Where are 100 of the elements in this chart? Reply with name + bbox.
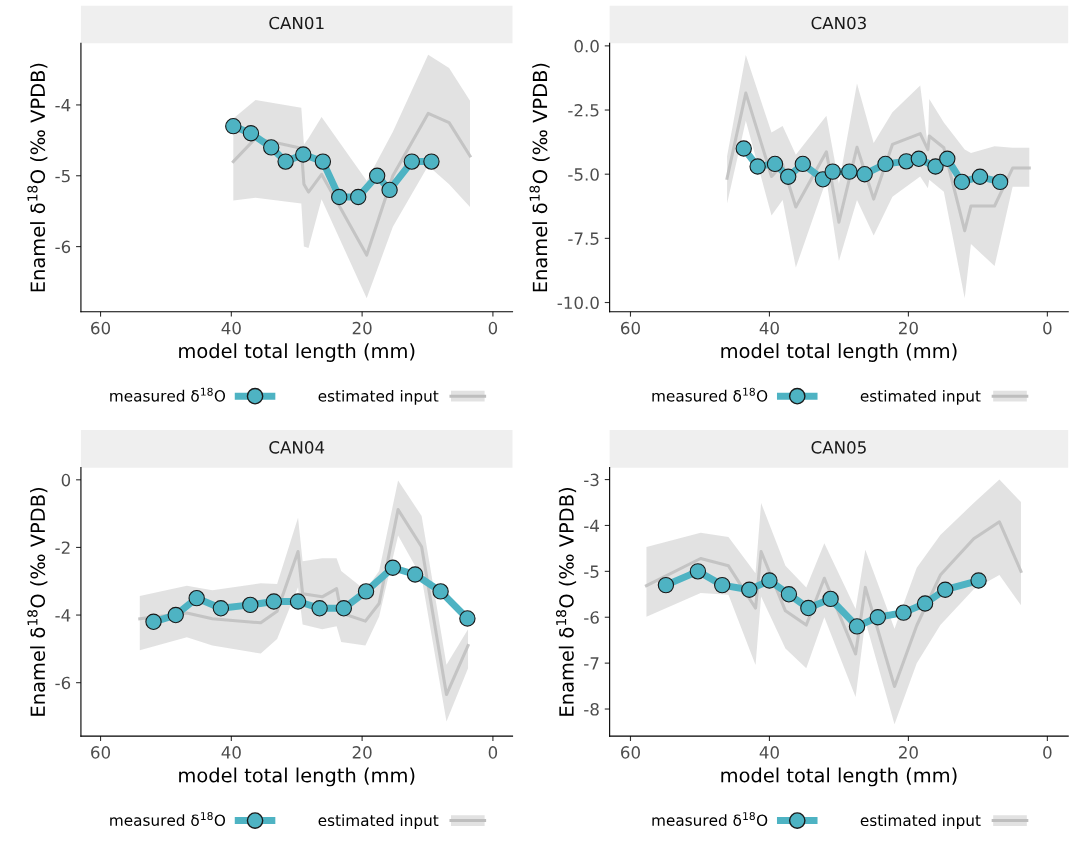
line-series bbox=[231, 111, 472, 257]
point bbox=[824, 163, 841, 180]
x-tick-label: 40 bbox=[759, 746, 779, 759]
point bbox=[800, 599, 817, 617]
point bbox=[188, 589, 205, 607]
point bbox=[167, 606, 184, 624]
x-tick-label: 60 bbox=[621, 746, 640, 759]
y-tick-label: -4 bbox=[55, 99, 71, 112]
point bbox=[212, 600, 230, 617]
point bbox=[432, 583, 449, 600]
x-tick-label: 40 bbox=[221, 746, 241, 759]
point bbox=[780, 168, 797, 185]
point bbox=[971, 168, 989, 185]
x-tick-label: 0 bbox=[1043, 746, 1052, 759]
point bbox=[848, 618, 866, 635]
legend-label: measured δ$^{18}$O bbox=[110, 387, 226, 402]
y-axis-title: Enamel δ$^{18}$O (‰ VPDB) bbox=[27, 63, 48, 292]
point bbox=[357, 583, 375, 600]
point bbox=[939, 150, 956, 167]
point bbox=[242, 125, 260, 142]
x-tick-label: 20 bbox=[899, 746, 918, 759]
x-tick-label: 40 bbox=[759, 321, 779, 335]
y-tick-label: -3 bbox=[584, 473, 599, 487]
y-tick-label: -6 bbox=[55, 676, 71, 690]
x-axis-title: model total length (mm) bbox=[179, 767, 415, 787]
point bbox=[794, 155, 811, 173]
y-tick-label: -2 bbox=[55, 541, 70, 554]
point bbox=[403, 153, 421, 170]
legend-label: estimated input bbox=[318, 814, 439, 830]
point bbox=[937, 581, 954, 598]
legend-label: estimated input bbox=[860, 389, 981, 405]
y-tick-label: -2.5 bbox=[568, 103, 599, 117]
point bbox=[714, 576, 731, 594]
x-tick-label: 0 bbox=[488, 746, 498, 759]
point bbox=[263, 139, 280, 156]
point bbox=[277, 153, 294, 170]
line-series bbox=[725, 91, 1031, 233]
point bbox=[384, 559, 402, 576]
point bbox=[927, 158, 944, 175]
y-axis-title: Enamel δ$^{18}$O (‰ VPDB) bbox=[529, 63, 550, 292]
point bbox=[741, 581, 758, 598]
y-axis-title: Enamel δ$^{18}$O (‰ VPDB) bbox=[27, 488, 48, 716]
point bbox=[381, 181, 398, 199]
point bbox=[916, 595, 934, 612]
point bbox=[242, 596, 259, 614]
x-tick-label: 60 bbox=[621, 321, 640, 335]
point bbox=[895, 604, 912, 621]
x-tick-label: 0 bbox=[488, 321, 498, 335]
point bbox=[314, 153, 332, 170]
y-tick-label: -10.0 bbox=[557, 296, 599, 310]
point bbox=[350, 188, 367, 206]
y-tick-label: -4 bbox=[55, 609, 71, 622]
x-axis-title: model total length (mm) bbox=[721, 767, 957, 787]
chart-title: CAN01 bbox=[269, 16, 324, 30]
point bbox=[335, 600, 353, 617]
point bbox=[459, 610, 476, 627]
legend-label: measured δ$^{18}$O bbox=[652, 811, 768, 826]
point bbox=[689, 563, 707, 580]
point bbox=[406, 566, 424, 583]
y-tick-label: -7 bbox=[584, 657, 599, 670]
line-series bbox=[138, 508, 470, 697]
legend-label: measured δ$^{18}$O bbox=[652, 387, 768, 402]
point bbox=[970, 572, 987, 589]
x-axis-title: model total length (mm) bbox=[179, 343, 415, 362]
y-tick-label: -5.0 bbox=[568, 168, 599, 181]
x-tick-label: 20 bbox=[352, 746, 372, 759]
y-tick-label: 0.0 bbox=[574, 39, 599, 53]
legend-label: measured δ$^{18}$O bbox=[110, 811, 226, 826]
y-tick-label: -8 bbox=[584, 702, 599, 716]
point bbox=[423, 153, 440, 170]
point bbox=[869, 609, 887, 626]
x-tick-label: 60 bbox=[91, 746, 111, 759]
y-axis-title: Enamel δ$^{18}$O (‰ VPDB) bbox=[556, 488, 577, 716]
chart-title: CAN03 bbox=[811, 16, 866, 30]
legend-label: estimated input bbox=[860, 814, 981, 830]
y-tick-label: -7.5 bbox=[568, 232, 599, 245]
line-series bbox=[644, 520, 1023, 689]
x-tick-label: 0 bbox=[1043, 321, 1052, 335]
point bbox=[749, 158, 766, 175]
chart-title: CAN05 bbox=[811, 441, 866, 454]
point bbox=[822, 590, 839, 608]
point bbox=[265, 593, 283, 610]
x-tick-label: 20 bbox=[352, 321, 372, 335]
point bbox=[856, 165, 873, 183]
chart-title: CAN04 bbox=[269, 441, 325, 454]
point bbox=[311, 600, 328, 617]
point bbox=[331, 188, 348, 206]
point bbox=[780, 586, 798, 603]
point bbox=[735, 140, 752, 157]
point bbox=[953, 173, 971, 191]
point bbox=[657, 576, 675, 594]
point bbox=[991, 173, 1009, 191]
y-tick-label: -6 bbox=[55, 240, 71, 254]
point bbox=[145, 613, 162, 631]
x-tick-label: 60 bbox=[91, 321, 111, 335]
y-tick-label: -5 bbox=[584, 565, 599, 578]
point bbox=[766, 155, 784, 173]
y-tick-label: -4 bbox=[584, 519, 599, 532]
x-tick-label: 20 bbox=[899, 321, 918, 335]
point bbox=[289, 593, 307, 610]
